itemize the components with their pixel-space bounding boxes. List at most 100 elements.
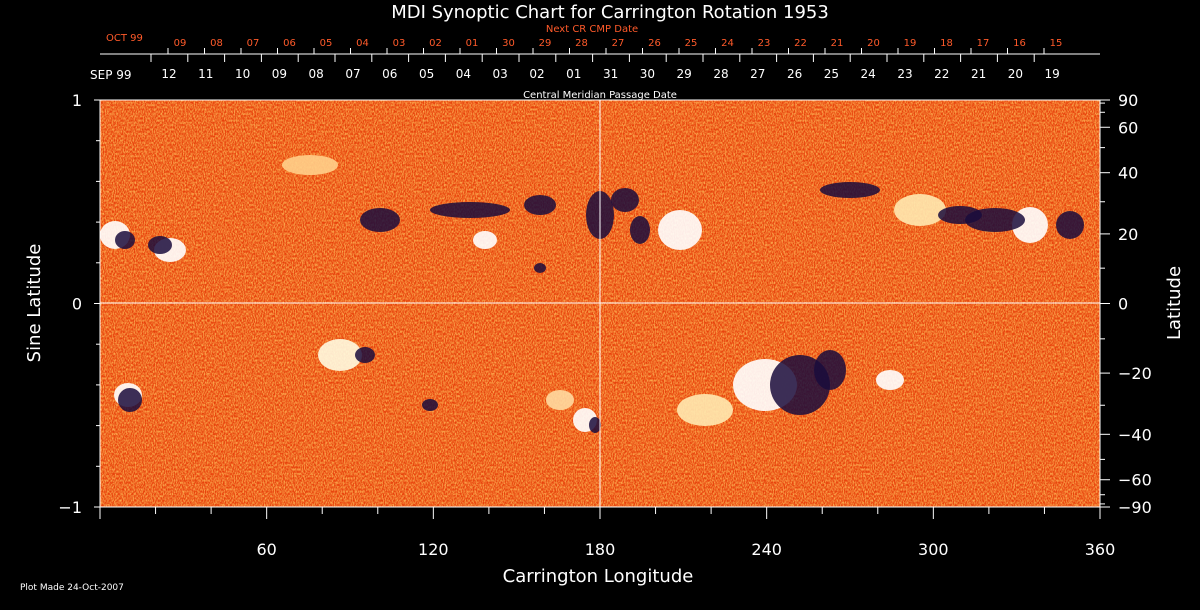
cmp-date: 31 bbox=[603, 67, 618, 81]
cmp-date: 08 bbox=[309, 67, 324, 81]
y-tick-label-right: 60 bbox=[1118, 118, 1138, 137]
negative-region bbox=[360, 208, 400, 232]
next-cr-date: 21 bbox=[831, 38, 844, 49]
next-cr-date: 20 bbox=[867, 38, 880, 49]
cmp-date: 24 bbox=[861, 67, 876, 81]
next-cr-date: 30 bbox=[502, 38, 515, 49]
next-cr-date: 26 bbox=[648, 38, 661, 49]
next-cr-date: 15 bbox=[1050, 38, 1063, 49]
next-cr-date: 02 bbox=[429, 38, 442, 49]
next-cr-label: Next CR CMP Date bbox=[546, 24, 638, 35]
next-cr-date: 01 bbox=[466, 38, 479, 49]
next-cr-axis: Next CR CMP Date OCT 99 09 08 07 06 05 04 03 02… bbox=[100, 24, 1100, 55]
next-cr-month: OCT 99 bbox=[106, 33, 143, 44]
next-cr-date: 19 bbox=[904, 38, 917, 49]
next-cr-date: 07 bbox=[247, 38, 260, 49]
cmp-date: 28 bbox=[713, 67, 728, 81]
y-axis-label-right: Latitude bbox=[1164, 266, 1185, 340]
plot-made-footer: Plot Made 24-Oct-2007 bbox=[20, 583, 124, 593]
positive-region bbox=[473, 231, 497, 249]
cmp-date: 09 bbox=[272, 67, 287, 81]
negative-region bbox=[611, 188, 639, 212]
cmp-date: 06 bbox=[382, 67, 397, 81]
y-tick-label-right: 40 bbox=[1118, 164, 1138, 183]
cmp-date: 25 bbox=[824, 67, 839, 81]
cmp-date: 29 bbox=[677, 67, 692, 81]
negative-region bbox=[430, 202, 510, 218]
cmp-date: 22 bbox=[934, 67, 949, 81]
cmp-date: 21 bbox=[971, 67, 986, 81]
next-cr-date: 24 bbox=[721, 38, 734, 49]
negative-region bbox=[118, 388, 142, 412]
x-tick-label: 120 bbox=[418, 540, 449, 559]
cmp-date: 11 bbox=[198, 67, 213, 81]
y-tick-label-right: 0 bbox=[1118, 295, 1128, 314]
cmp-date: 07 bbox=[345, 67, 360, 81]
y-tick-label-right: −90 bbox=[1118, 498, 1152, 517]
y-tick-label-right: 90 bbox=[1118, 91, 1138, 110]
y-tick-label-left: 1 bbox=[72, 91, 82, 110]
positive-region bbox=[546, 390, 574, 410]
cmp-date: 27 bbox=[750, 67, 765, 81]
chart-title: MDI Synoptic Chart for Carrington Rotati… bbox=[391, 2, 829, 23]
negative-region bbox=[1056, 211, 1084, 239]
cmp-axis: SEP 99 Central Meridian Passage Date 12 1… bbox=[90, 54, 1060, 101]
cmp-date: 05 bbox=[419, 67, 434, 81]
positive-region bbox=[677, 394, 733, 426]
next-cr-date: 23 bbox=[758, 38, 771, 49]
y-axis-label-left: Sine Latitude bbox=[24, 244, 45, 363]
cmp-date: 12 bbox=[161, 67, 176, 81]
next-cr-date: 08 bbox=[210, 38, 223, 49]
negative-region bbox=[115, 231, 135, 249]
negative-region bbox=[814, 350, 846, 390]
x-tick-label: 180 bbox=[585, 540, 616, 559]
cmp-date: 01 bbox=[566, 67, 581, 81]
y-tick-label-left: −1 bbox=[58, 498, 82, 517]
next-cr-date: 27 bbox=[612, 38, 625, 49]
next-cr-date: 03 bbox=[393, 38, 406, 49]
positive-region bbox=[318, 339, 362, 371]
negative-region bbox=[534, 263, 546, 273]
negative-region bbox=[355, 347, 375, 363]
cmp-date: 03 bbox=[493, 67, 508, 81]
x-tick-label: 240 bbox=[751, 540, 782, 559]
cmp-date: 26 bbox=[787, 67, 802, 81]
negative-region bbox=[148, 236, 172, 254]
next-cr-date: 18 bbox=[940, 38, 953, 49]
next-cr-date: 06 bbox=[283, 38, 296, 49]
next-cr-date: 25 bbox=[685, 38, 698, 49]
next-cr-date: 29 bbox=[539, 38, 552, 49]
negative-region bbox=[938, 206, 982, 224]
y-tick-label-right: −40 bbox=[1118, 425, 1152, 444]
positive-region bbox=[658, 210, 702, 250]
cmp-date: 10 bbox=[235, 67, 250, 81]
y-tick-label-left: 0 bbox=[72, 295, 82, 314]
positive-region bbox=[876, 370, 904, 390]
next-cr-date: 22 bbox=[794, 38, 807, 49]
cmp-date: 20 bbox=[1008, 67, 1023, 81]
y-tick-label-right: −60 bbox=[1118, 471, 1152, 490]
cmp-date: 04 bbox=[456, 67, 471, 81]
x-tick-label: 60 bbox=[256, 540, 276, 559]
negative-region bbox=[630, 216, 650, 244]
positive-region bbox=[894, 194, 946, 226]
negative-region bbox=[524, 195, 556, 215]
next-cr-date: 17 bbox=[977, 38, 990, 49]
next-cr-date: 28 bbox=[575, 38, 588, 49]
y-tick-label-right: −20 bbox=[1118, 364, 1152, 383]
cmp-label: Central Meridian Passage Date bbox=[523, 90, 677, 101]
cmp-date: 23 bbox=[897, 67, 912, 81]
x-axis-label: Carrington Longitude bbox=[503, 566, 694, 587]
next-cr-date: 04 bbox=[356, 38, 369, 49]
negative-region bbox=[820, 182, 880, 198]
next-cr-date: 05 bbox=[320, 38, 333, 49]
negative-region bbox=[589, 417, 601, 433]
cmp-date: 02 bbox=[529, 67, 544, 81]
y-tick-label-right: 20 bbox=[1118, 225, 1138, 244]
cmp-month: SEP 99 bbox=[90, 68, 132, 82]
x-tick-label: 300 bbox=[918, 540, 949, 559]
cmp-date: 30 bbox=[640, 67, 655, 81]
cmp-date: 19 bbox=[1045, 67, 1060, 81]
next-cr-date: 16 bbox=[1013, 38, 1026, 49]
